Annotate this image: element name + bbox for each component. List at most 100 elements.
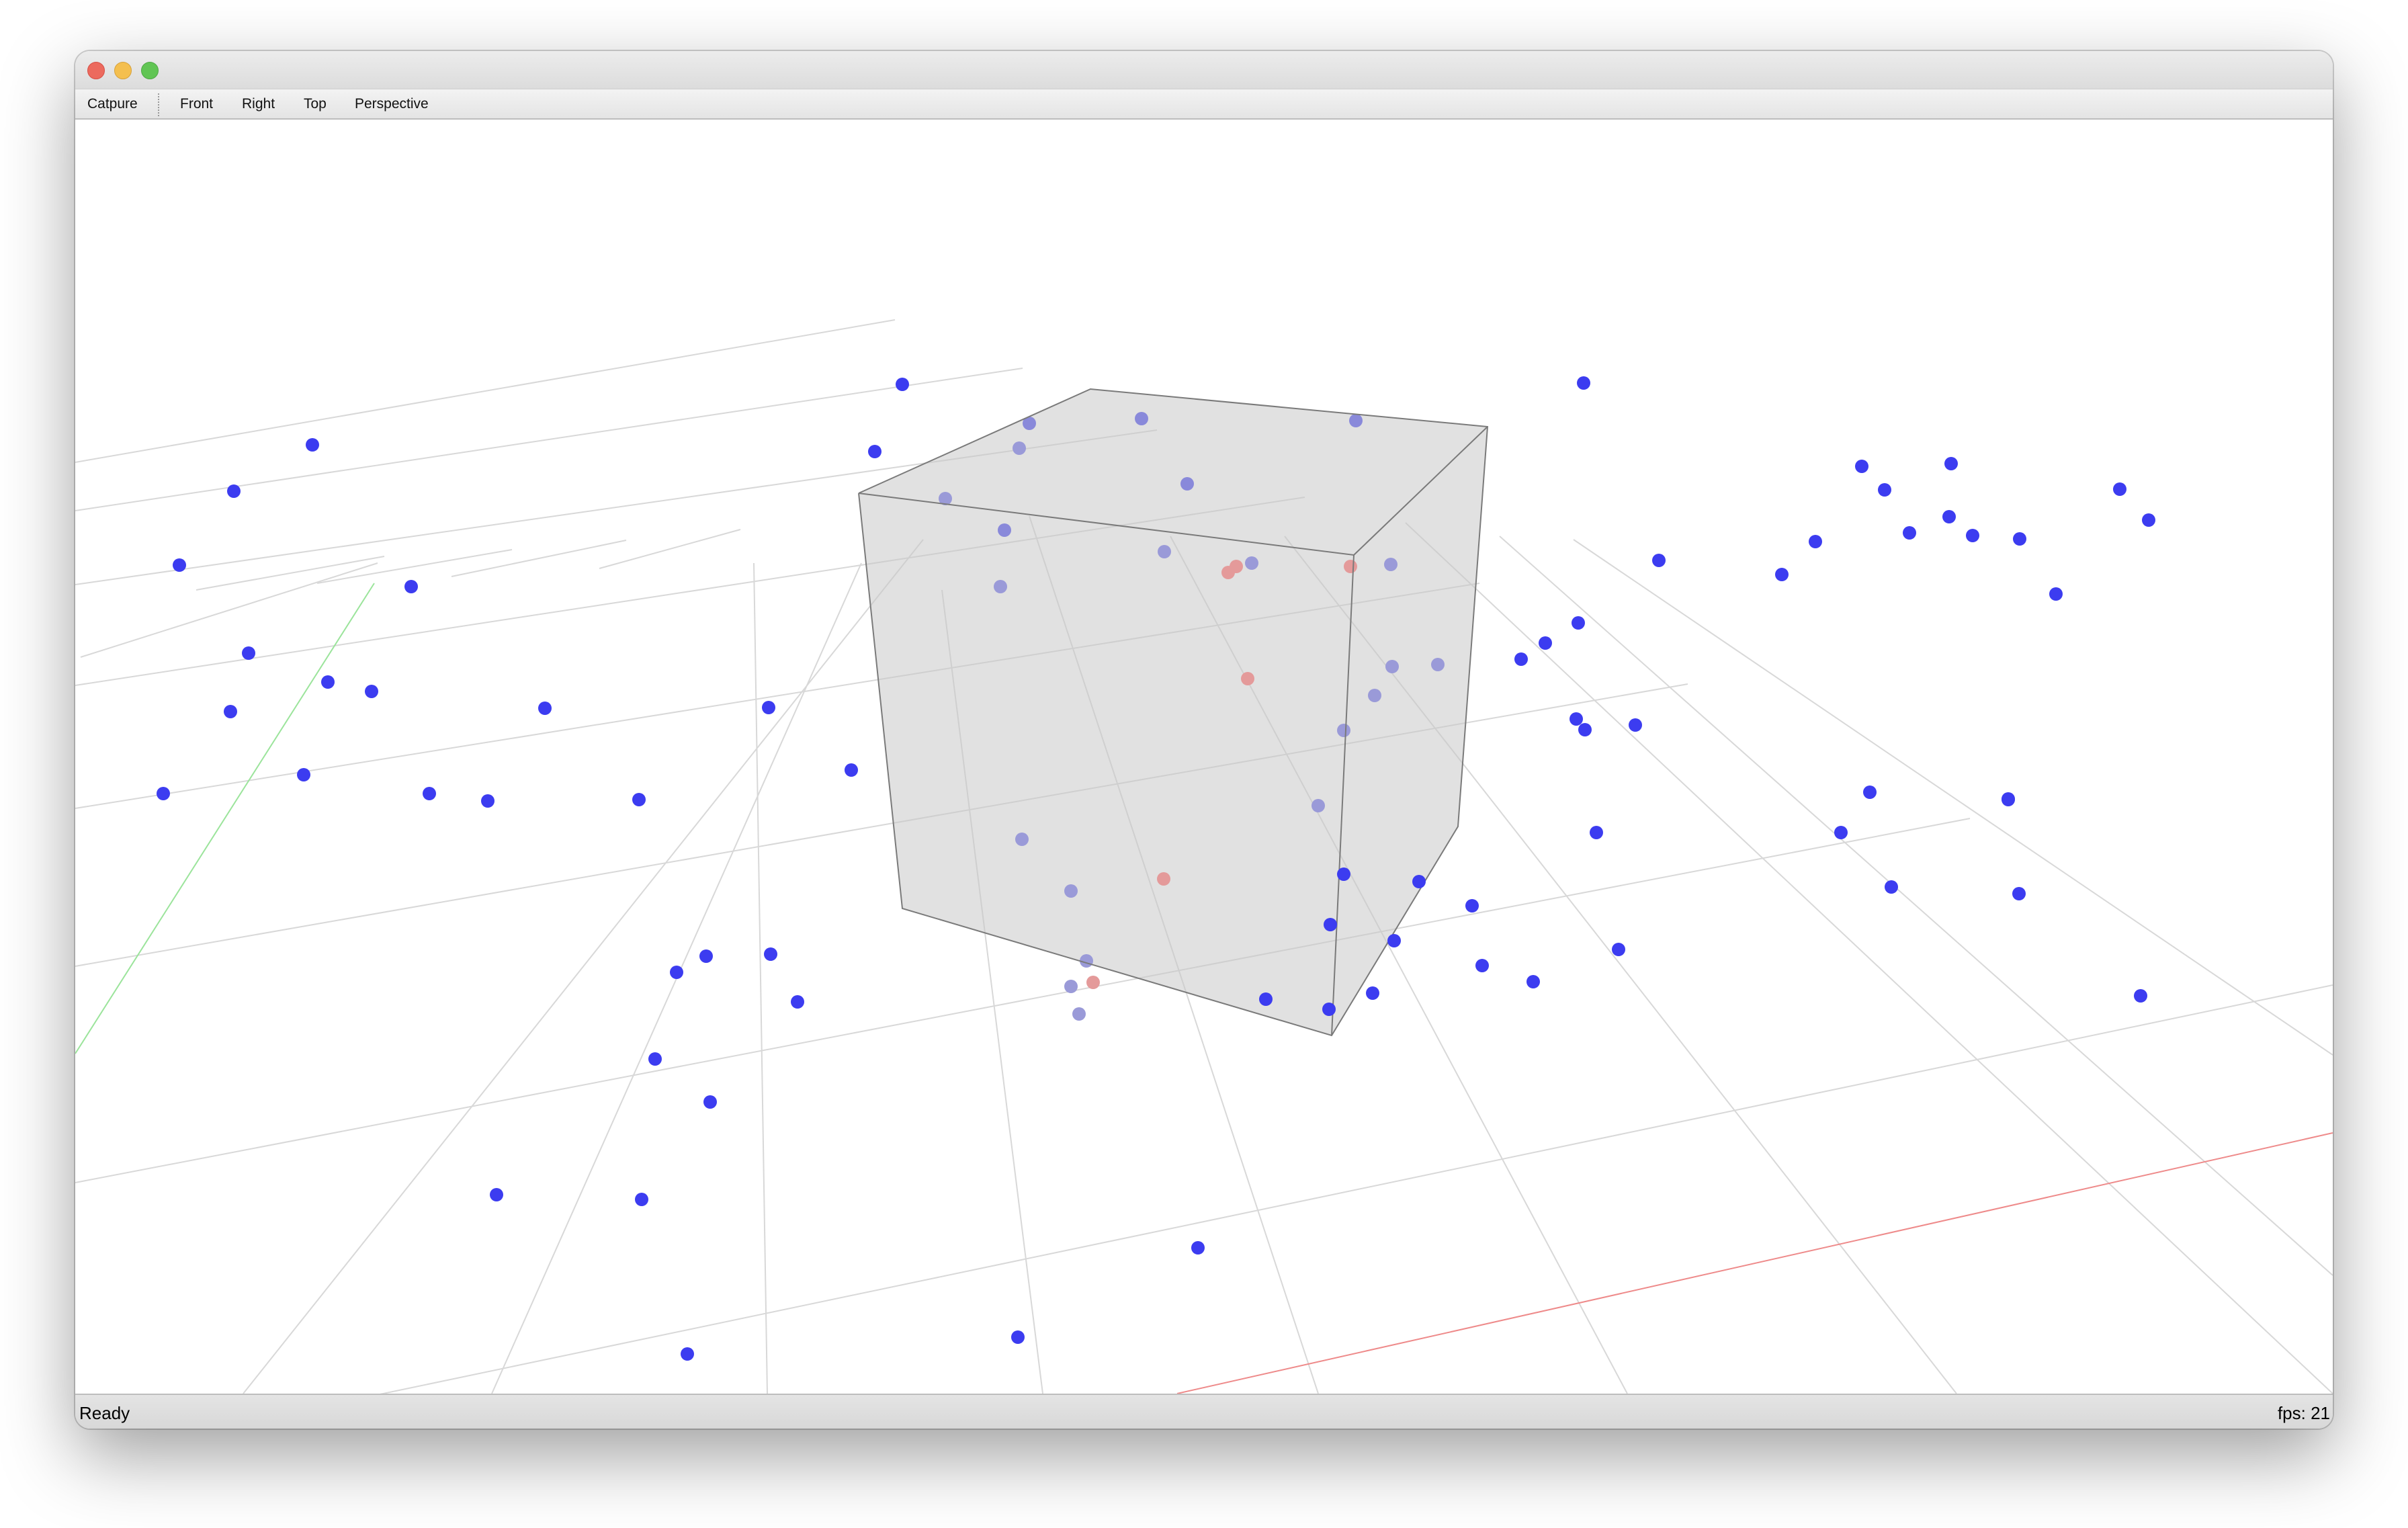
point-marker [635, 1193, 648, 1206]
point-marker [1572, 616, 1585, 630]
point-marker [1863, 786, 1877, 799]
box-front-face [859, 493, 1354, 1035]
box-top-face [859, 389, 1488, 555]
point-marker [1834, 826, 1848, 839]
app-window: Catpure Front Right Top Perspective Read… [75, 51, 2333, 1429]
point-marker [1514, 652, 1528, 666]
box-inner-edges [858, 426, 1488, 1036]
maximize-window-button[interactable] [141, 62, 159, 79]
point-marker-inside [1384, 558, 1398, 571]
scene-canvas[interactable] [75, 120, 2333, 1394]
point-marker [1412, 875, 1426, 888]
point-marker [1612, 943, 1625, 956]
view-top-button[interactable]: Top [304, 96, 327, 112]
grid-line [380, 984, 2333, 1394]
point-marker [681, 1347, 694, 1361]
point-marker [1966, 529, 1979, 542]
title-bar[interactable] [75, 51, 2333, 89]
point-marker [1652, 554, 1666, 567]
point-marker [868, 445, 882, 458]
point-marker [1942, 510, 1956, 523]
point-marker [1011, 1330, 1025, 1344]
grid-line [196, 556, 385, 591]
point-marker [1775, 568, 1789, 581]
close-window-button[interactable] [87, 62, 105, 79]
point-marker-inside [1312, 799, 1325, 812]
grid-line [1573, 539, 2333, 1056]
point-marker [173, 558, 186, 572]
grid-line [316, 549, 513, 584]
point-marker [2002, 793, 2015, 806]
point-marker-highlighted [1157, 872, 1170, 886]
view-front-button[interactable]: Front [180, 96, 214, 112]
3d-viewport[interactable] [75, 120, 2333, 1394]
point-marker-highlighted [1221, 566, 1235, 579]
point-marker-inside [1385, 660, 1399, 673]
point-marker [321, 675, 335, 689]
point-marker [896, 378, 909, 391]
grid-line [599, 529, 741, 569]
point-marker [1191, 1241, 1205, 1255]
point-marker-highlighted [1241, 672, 1254, 685]
point-marker-inside [1064, 980, 1078, 993]
point-marker [2049, 587, 2063, 601]
point-marker [1337, 867, 1350, 881]
status-bar: Ready fps: 21 [75, 1394, 2333, 1429]
point-marker-inside [1013, 441, 1026, 455]
point-marker-inside [1368, 689, 1381, 702]
point-marker [845, 763, 858, 777]
capture-menu[interactable]: Catpure [87, 96, 138, 112]
point-marker [1577, 376, 1590, 390]
point-marker [423, 787, 436, 800]
box-right-face [1332, 427, 1488, 1035]
bounding-box[interactable] [858, 388, 1489, 1037]
point-marker [404, 580, 418, 593]
view-perspective-button[interactable]: Perspective [355, 96, 429, 112]
point-marker [1526, 975, 1540, 988]
point-marker-inside [1158, 545, 1171, 558]
point-marker-inside [994, 580, 1007, 593]
y-axis-line [75, 583, 375, 1054]
point-marker [1465, 899, 1479, 912]
point-marker [1387, 934, 1401, 947]
point-marker [538, 702, 552, 715]
point-marker-inside [939, 492, 952, 505]
point-marker [1366, 986, 1379, 1000]
x-axis-line [1176, 1132, 2333, 1394]
point-marker [1570, 712, 1583, 726]
point-marker [1259, 992, 1273, 1006]
point-marker [1475, 959, 1489, 972]
point-marker [1578, 723, 1592, 736]
grid-line [243, 539, 924, 1394]
minimize-window-button[interactable] [114, 62, 132, 79]
point-marker [1590, 826, 1603, 839]
point-marker [703, 1095, 717, 1109]
fps-readout: fps: 21 [2277, 1403, 2330, 1423]
point-marker-inside [1015, 833, 1029, 846]
grid-line [80, 562, 378, 658]
point-marker [297, 768, 310, 781]
point-marker [762, 701, 775, 714]
point-marker [1903, 526, 1916, 540]
point-marker-inside [1337, 724, 1350, 737]
box-outline [858, 388, 1489, 1037]
point-marker-highlighted [1344, 560, 1357, 573]
point-marker [1629, 718, 1642, 732]
point-marker [2134, 989, 2147, 1003]
grid-line [451, 540, 627, 577]
point-marker [306, 438, 319, 452]
point-marker [632, 793, 646, 806]
view-right-button[interactable]: Right [242, 96, 275, 112]
point-marker [227, 484, 241, 498]
point-marker [1944, 457, 1958, 470]
point-marker [2012, 887, 2026, 900]
point-cloud-inside-box [939, 441, 1445, 1021]
point-marker-inside [1245, 556, 1258, 570]
point-marker [699, 949, 713, 963]
point-cloud-front [157, 438, 2147, 1361]
point-marker [764, 947, 777, 961]
point-marker [670, 966, 683, 979]
point-marker-inside [1072, 1007, 1086, 1021]
grid-line [753, 562, 768, 1394]
point-marker [1324, 918, 1337, 931]
